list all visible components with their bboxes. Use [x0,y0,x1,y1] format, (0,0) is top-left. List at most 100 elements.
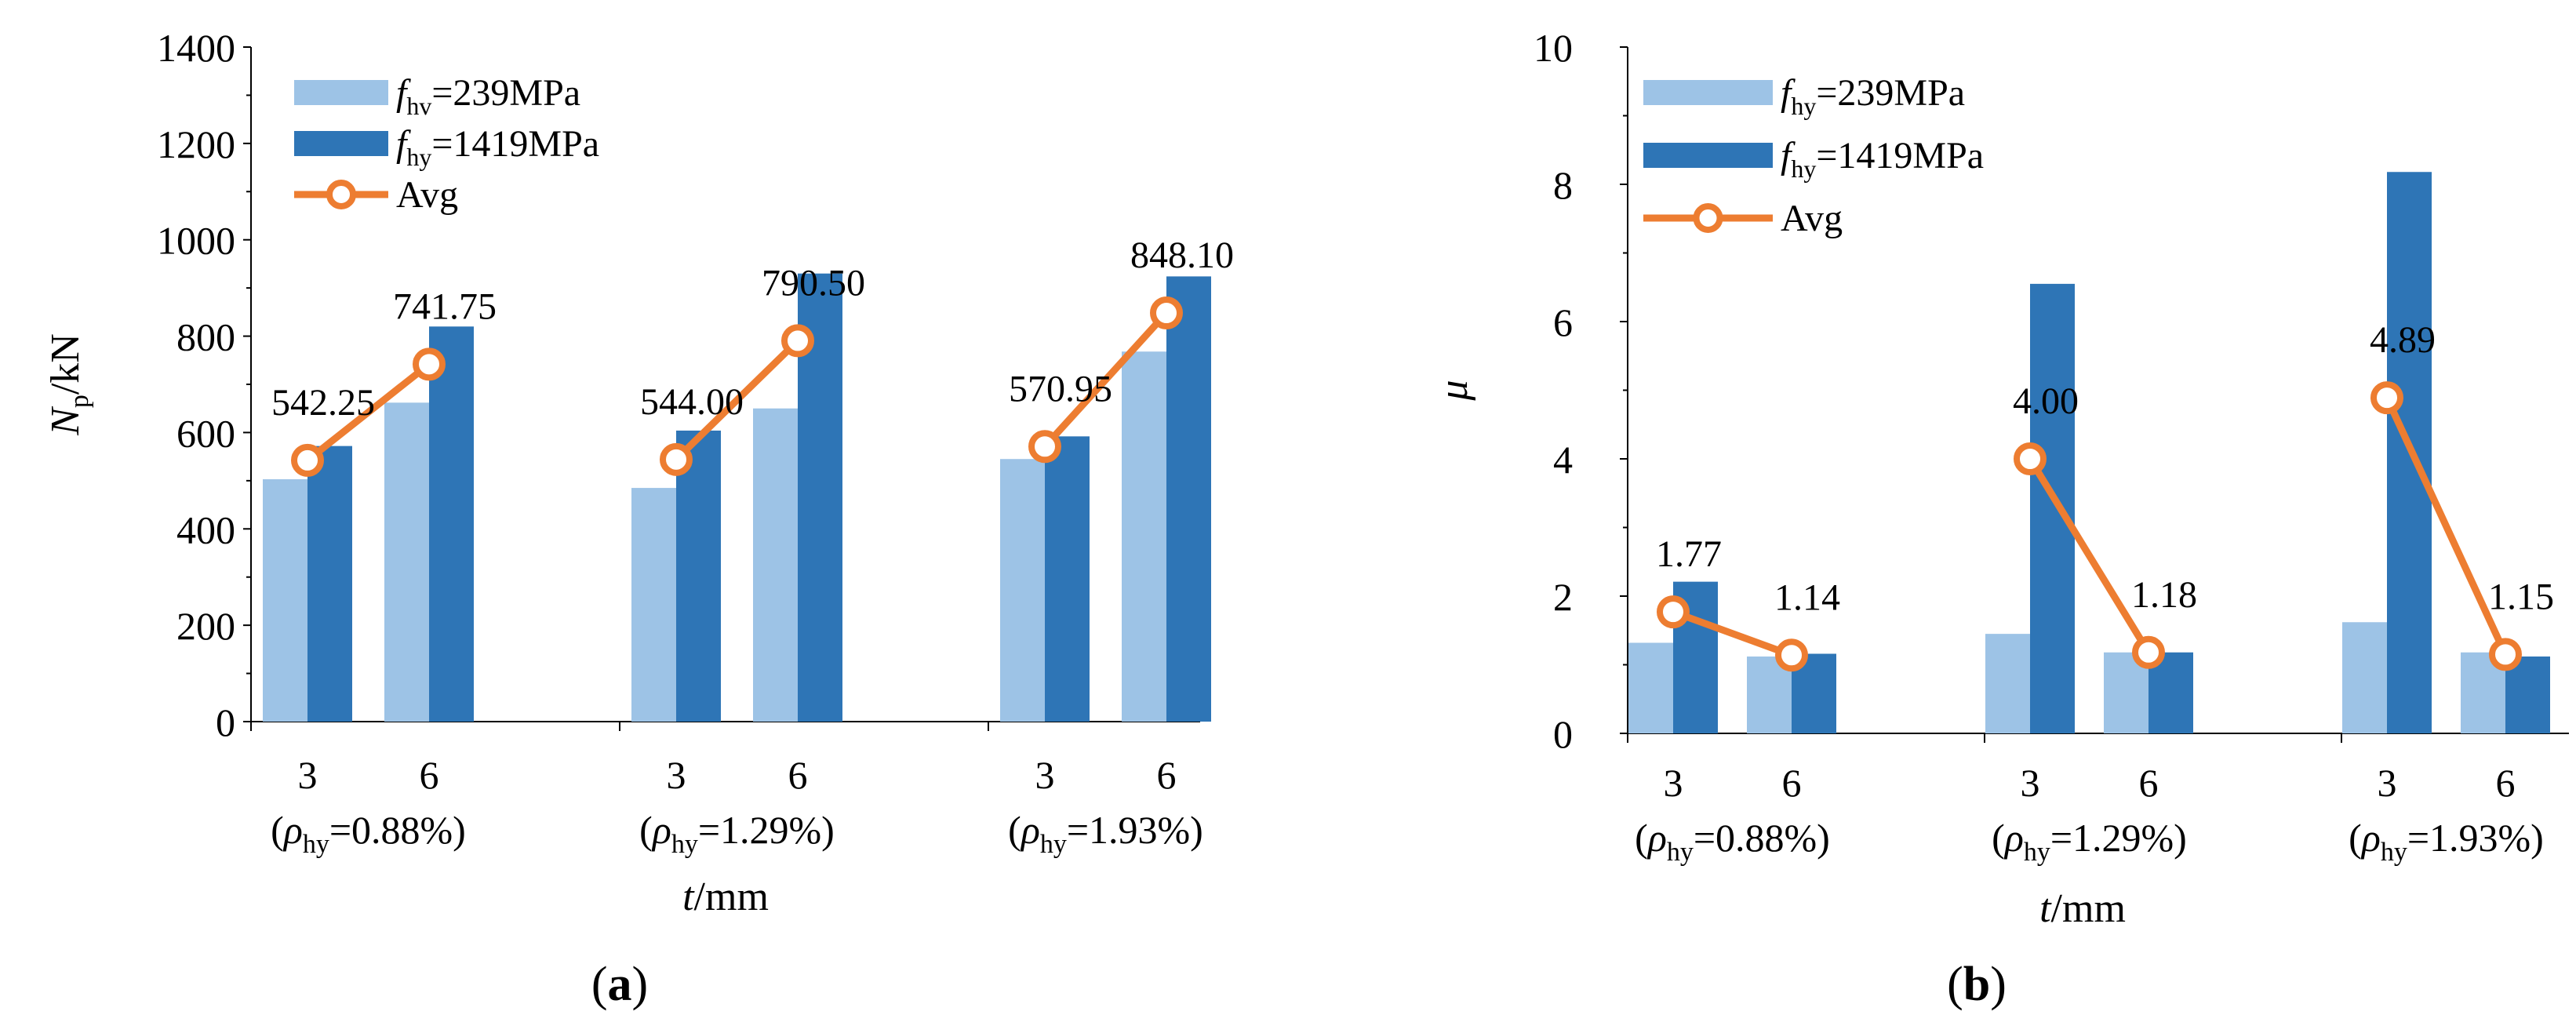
bar-high-strength [1045,436,1090,722]
x-category-label: 6 [2139,761,2159,805]
bar-low-strength [1000,459,1045,722]
bar-high-strength [307,446,352,722]
y-axis-label: μ [1432,380,1476,401]
avg-point [413,347,446,381]
avg-line-segment [1672,608,1793,659]
bar-low-strength [1985,634,2030,733]
avg-point [781,324,814,358]
x-category-label: 3 [1664,761,1683,805]
legend-label: Avg [396,174,458,216]
avg-point [1775,638,1808,672]
chart-panel-b: 0 2 4 6 8 10 3 6 (ρhy=0.88%) 3 6 (ρhy=1.29%) 3 6 (ρhy=… [1432,26,2569,1011]
x-axis-label: t/mm [682,875,769,919]
x-group-label: (ρhy=0.88%) [271,808,466,859]
y-tick-label: 800 [176,315,235,359]
x-category-label: 6 [420,753,439,797]
legend-label: Avg [1781,198,1843,239]
x-axis-label: t/mm [2039,886,2126,931]
bar-high-strength [1166,276,1211,722]
y-tick-label: 200 [176,604,235,648]
y-tick-label: 1000 [157,219,235,263]
panel-label: (a) [591,958,648,1011]
y-tick-label: 4 [1553,438,1573,482]
bar-low-strength [1628,642,1673,733]
avg-line-segment [305,361,431,464]
legend-label: fhy=1419MPa [396,123,599,171]
data-label: 4.00 [2013,380,2079,422]
data-label: 1.14 [1774,577,1840,618]
avg-point [2489,638,2522,671]
y-tick-label: 600 [176,411,235,455]
avg-point [2132,635,2165,669]
bar-low-strength [384,402,429,722]
bar-high-strength [676,430,721,722]
legend-swatch [294,131,388,156]
bar-low-strength [2342,622,2387,733]
x-category-label: 6 [788,753,808,797]
y-axis-label: Np/kN [43,333,94,436]
legend-swatch [1643,80,1773,105]
avg-line-segment [1042,310,1170,449]
y-tick-label: 1200 [157,122,235,166]
data-label: 570.95 [1009,368,1112,409]
legend-marker [326,180,356,209]
data-label: 4.89 [2370,319,2436,361]
x-category-label: 6 [1782,761,1802,805]
y-tick-label: 8 [1553,163,1573,207]
x-group-label: (ρhy=1.29%) [1992,816,2187,867]
bar-low-strength [631,488,676,722]
y-tick-label: 1400 [157,26,235,70]
x-category-label: 6 [2496,761,2516,805]
x-category-label: 3 [2021,761,2040,805]
bar-high-strength [429,326,474,722]
y-tick-label: 2 [1553,575,1573,619]
avg-point [2370,381,2403,415]
legend-marker [1693,203,1723,233]
avg-point [2014,442,2047,475]
data-label: 544.00 [640,381,744,423]
legend-label: fhy=239MPa [1781,72,1965,120]
data-label: 1.77 [1656,533,1722,575]
data-label: 542.25 [271,382,375,424]
bar-high-strength [2030,283,2075,733]
avg-point [1657,595,1690,629]
x-group-label: (ρhy=1.29%) [639,808,835,859]
data-label: 790.50 [762,262,865,304]
legend-swatch [1643,143,1773,168]
avg-line-segment [673,338,801,463]
x-group-label: (ρhy=1.93%) [2349,816,2544,867]
chart-panel-a: 0 200 400 600 800 1000 1200 1400 3 6 (ρhy=0.88%) 3 6… [43,26,1234,1011]
legend-label: fhy=1419MPa [1781,135,1984,183]
avg-point [1150,296,1183,330]
x-category-label: 3 [298,753,318,797]
x-category-label: 3 [1035,753,1055,797]
avg-point [1028,430,1061,464]
x-category-label: 3 [667,753,686,797]
x-category-label: 6 [1157,753,1177,797]
x-group-label: (ρhy=1.93%) [1008,808,1203,859]
y-tick-label: 10 [1534,26,1573,70]
bar-low-strength [1122,351,1166,722]
y-tick-label: 400 [176,507,235,551]
avg-point [291,443,324,477]
y-tick-label: 6 [1553,300,1573,344]
avg-line-segment [2383,396,2509,657]
legend: fhy=239MPa fhy=1419MPa Avg [1643,72,1984,239]
y-tick-label: 0 [216,700,235,744]
data-label: 741.75 [393,286,497,327]
bar-low-strength [753,408,798,722]
legend-label: fhv=239MPa [396,72,580,120]
panel-label: (b) [1947,958,2007,1011]
data-label: 1.15 [2488,576,2554,617]
data-label: 848.10 [1130,235,1234,276]
bar-high-strength [2505,657,2550,733]
bar-low-strength [263,479,307,722]
y-tick-label: 0 [1553,712,1573,756]
x-category-label: 3 [2378,761,2397,805]
data-label: 1.18 [2131,574,2197,616]
avg-line-segment [2027,456,2152,655]
avg-point [660,442,693,476]
legend-swatch [294,80,388,105]
